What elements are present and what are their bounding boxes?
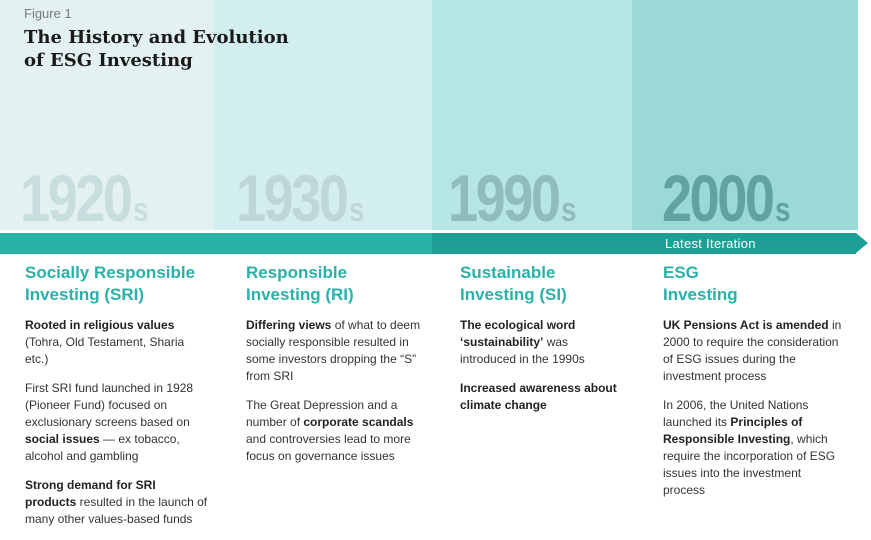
decade-number: 2000 [662,161,775,235]
body-text: First SRI fund launched in 1928 (Pioneer… [25,381,194,429]
era-background-1930s [214,0,432,230]
era-paragraph: Rooted in religious values (Tohra, Old T… [25,317,210,368]
decade-suffix: s [349,191,365,229]
figure-title-line: The History and Evolution [24,27,289,48]
decade-1990s: 1990s [448,162,577,246]
era-heading-line: Investing [663,285,738,304]
decade-suffix: s [775,191,791,229]
decade-suffix: s [561,191,577,229]
decade-suffix: s [133,191,149,229]
body-text: , which require the incorporation of ESG… [663,432,836,497]
era-heading-line: Investing (SRI) [25,285,145,304]
timeline-band-recent [432,233,856,254]
era-heading-line: Investing (SI) [460,285,567,304]
emphasis-text: Rooted in religious values [25,318,175,332]
body-text: of what to deem socially responsible res… [246,318,421,383]
era-heading-line: ESG [663,263,699,282]
era-paragraph: In 2006, the United Nations launched its… [663,397,843,499]
emphasis-text: Principles of Responsible Investing [663,415,803,446]
era-paragraph: UK Pensions Act is amended in 2000 to re… [663,317,843,385]
era-background-2000s [632,0,858,230]
era-paragraph: Strong demand for SRI products resulted … [25,477,210,528]
figure-label: Figure 1 [24,6,72,21]
era-background-1920s [0,0,214,230]
era-body: UK Pensions Act is amended in 2000 to re… [663,317,843,499]
emphasis-text: Strong demand for SRI products [25,478,156,509]
era-column-si: Sustainable Investing (SI) The ecologica… [460,262,625,426]
body-text: (Tohra, Old Testament, Sharia etc.) [25,335,185,366]
emphasis-text: social issues [25,432,100,446]
era-paragraph: Differing views of what to deem socially… [246,317,436,385]
emphasis-text: UK Pensions Act is amended [663,318,829,332]
era-paragraph: First SRI fund launched in 1928 (Pioneer… [25,380,210,465]
era-body: The ecological word ‘sustainability’ was… [460,317,625,414]
body-text: — ex tobacco, alcohol and gambling [25,432,180,463]
body-text: in 2000 to require the consideration of … [663,318,842,383]
decade-number: 1990 [448,161,561,235]
body-text: was introduced in the 1990s [460,335,585,366]
emphasis-text: corporate scandals [303,415,414,429]
era-column-esg: ESG Investing UK Pensions Act is amended… [663,262,843,511]
decade-number: 1920 [20,161,133,235]
figure-title: The History and Evolution of ESG Investi… [24,26,324,72]
body-text: In 2006, the United Nations launched its [663,398,809,429]
decade-number: 1930 [236,161,349,235]
decade-1920s: 1920s [20,162,149,246]
emphasis-text: Increased awareness about climate change [460,381,617,412]
era-heading-line: Socially Responsible [25,263,196,282]
era-body: Rooted in religious values (Tohra, Old T… [25,317,210,528]
era-column-sri: Socially Responsible Investing (SRI) Roo… [25,262,210,540]
era-paragraph: The Great Depression and a number of cor… [246,397,436,465]
era-body: Differing views of what to deem socially… [246,317,436,465]
timeline-arrow-icon [856,233,868,253]
figure-title-line: of ESG Investing [24,50,193,71]
era-heading: Socially Responsible Investing (SRI) [25,262,210,306]
decade-1930s: 1930s [236,162,365,246]
era-heading-line: Investing (RI) [246,285,354,304]
era-column-ri: Responsible Investing (RI) Differing vie… [246,262,436,477]
era-heading-line: Responsible [246,263,348,282]
era-background-1990s [432,0,632,230]
emphasis-text: Differing views [246,318,332,332]
era-paragraph: The ecological word ‘sustainability’ was… [460,317,625,368]
body-text: The Great Depression and a number of [246,398,398,429]
era-heading-line: Sustainable [460,263,556,282]
emphasis-text: The ecological word ‘sustainability’ [460,318,576,349]
era-heading: ESG Investing [663,262,843,306]
latest-iteration-label: Latest Iteration [665,236,756,251]
era-heading: Sustainable Investing (SI) [460,262,625,306]
body-text: and controversies lead to more focus on … [246,432,411,463]
era-heading: Responsible Investing (RI) [246,262,436,306]
era-paragraph: Increased awareness about climate change [460,380,625,414]
decade-2000s: 2000s [662,162,791,246]
